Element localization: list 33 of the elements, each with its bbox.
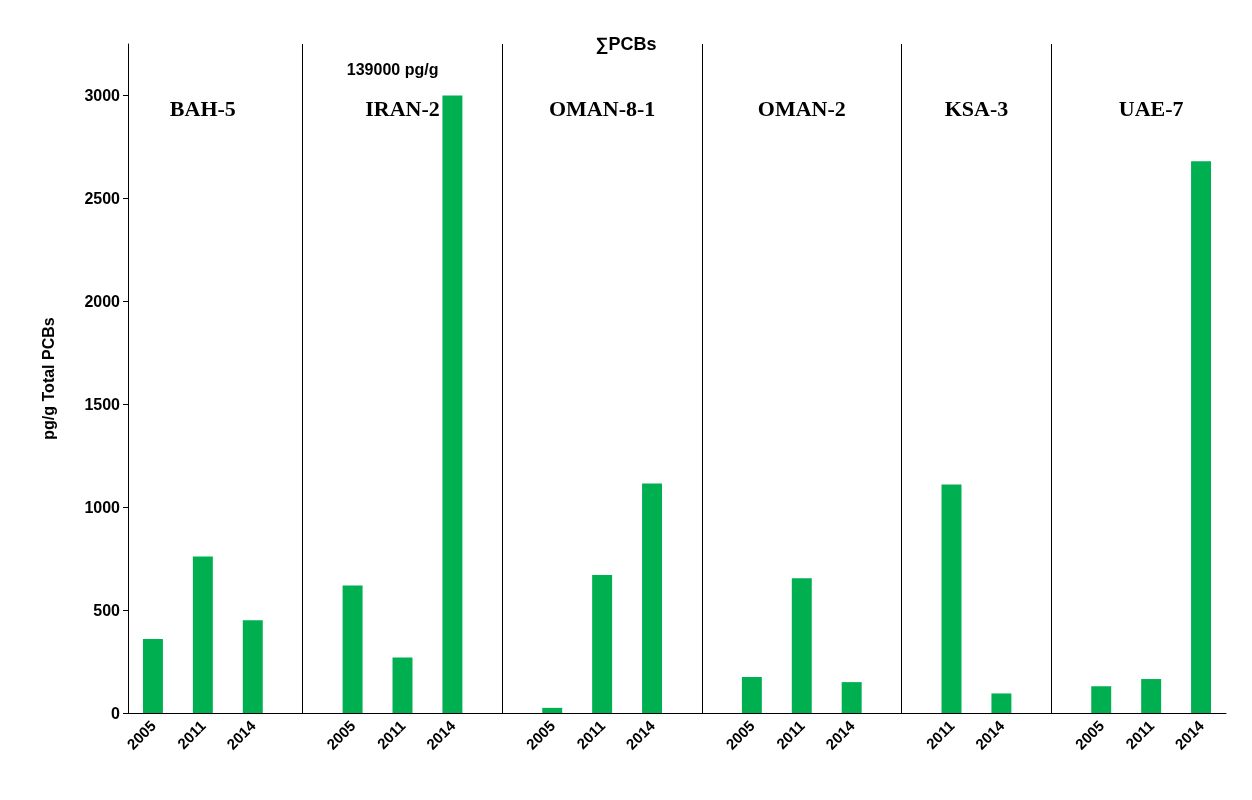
bar [741, 676, 762, 713]
y-tick-label: 2000 [84, 292, 121, 310]
y-tick-label: 500 [93, 601, 121, 619]
bar [642, 483, 663, 713]
annotation: OMAN-2 [757, 95, 846, 121]
bar [1191, 161, 1212, 713]
chart-title: ∑PCBs [595, 34, 657, 54]
bar [791, 578, 812, 713]
bar [242, 620, 263, 713]
bar [991, 693, 1012, 713]
bar [142, 638, 163, 713]
bar [542, 707, 563, 713]
bar [941, 484, 962, 713]
annotation: BAH-5 [169, 95, 236, 121]
bar [1091, 686, 1112, 713]
annotation: KSA-3 [944, 95, 1009, 121]
y-tick-label: 1000 [84, 498, 121, 516]
annotation: OMAN-8-1 [548, 95, 656, 121]
annotation: IRAN-2 [365, 95, 440, 121]
y-tick-label: 1500 [84, 395, 121, 413]
bar [841, 682, 862, 713]
y-axis-title: pg/g Total PCBs [39, 317, 57, 440]
y-tick-label: 2500 [84, 189, 121, 207]
bar [342, 585, 363, 713]
y-tick-label: 3000 [84, 86, 121, 104]
y-tick-label: 0 [111, 704, 121, 722]
annotation: UAE-7 [1118, 95, 1184, 121]
bar [1141, 679, 1162, 713]
bar [442, 95, 463, 713]
bar [392, 657, 413, 713]
annotation: 139000 pg/g [346, 60, 439, 78]
bar [192, 556, 213, 713]
bar [592, 575, 613, 713]
